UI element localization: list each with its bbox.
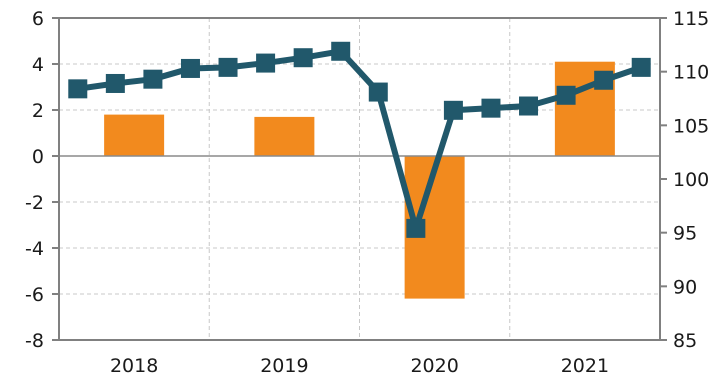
left-tick-label: -2: [25, 192, 44, 214]
right-axis: 115 110 105 100 95 90 85: [660, 8, 709, 352]
line-point-2018-Q3: [143, 69, 163, 89]
line-point-2020-Q2: [406, 218, 426, 238]
x-tick-label: 2021: [561, 355, 609, 377]
line-point-2018-Q1: [68, 79, 88, 99]
line-point-2021-Q1: [519, 96, 539, 116]
right-tick-label: 95: [673, 223, 697, 245]
x-axis: 2018 2019 2020 2021: [110, 355, 609, 377]
right-tick-label: 85: [673, 330, 697, 352]
x-tick-label: 2018: [110, 355, 158, 377]
right-tick-label: 90: [673, 276, 697, 298]
line-point-2019-Q1: [218, 57, 238, 77]
left-tick-label: 2: [32, 100, 44, 122]
line-point-2018-Q4: [180, 58, 200, 78]
line-point-2018-Q2: [105, 73, 125, 93]
line-point-2019-Q3: [293, 48, 313, 68]
left-tick-label: 4: [32, 54, 44, 76]
line-path: [77, 48, 643, 232]
left-tick-label: -8: [25, 330, 44, 352]
right-tick-label: 105: [673, 115, 709, 137]
line-point-2019-Q4: [331, 41, 351, 61]
line-point-2021-Q3: [594, 70, 614, 90]
line-point-2020-Q1: [368, 82, 388, 102]
bar-2018: [104, 114, 165, 156]
line-point-2019-Q2: [256, 53, 276, 73]
x-tick-label: 2020: [410, 355, 458, 377]
right-tick-label: 100: [673, 169, 709, 191]
line-point-2020-Q4: [481, 98, 501, 118]
right-tick-label: 115: [673, 8, 709, 30]
line-point-2020-Q3: [443, 100, 463, 120]
line-point-2021-Q2: [556, 85, 576, 105]
line-series: [68, 41, 651, 238]
left-tick-label: 6: [32, 8, 44, 30]
bar-2019: [254, 116, 315, 156]
right-tick-label: 110: [673, 62, 709, 84]
left-tick-label: -4: [25, 238, 44, 260]
left-tick-label: -6: [25, 284, 44, 306]
left-axis: 6 4 2 0 -2 -4 -6 -8: [25, 8, 59, 352]
x-tick-label: 2019: [260, 355, 308, 377]
line-point-2021-Q4: [631, 57, 651, 77]
left-tick-label: 0: [32, 146, 44, 168]
